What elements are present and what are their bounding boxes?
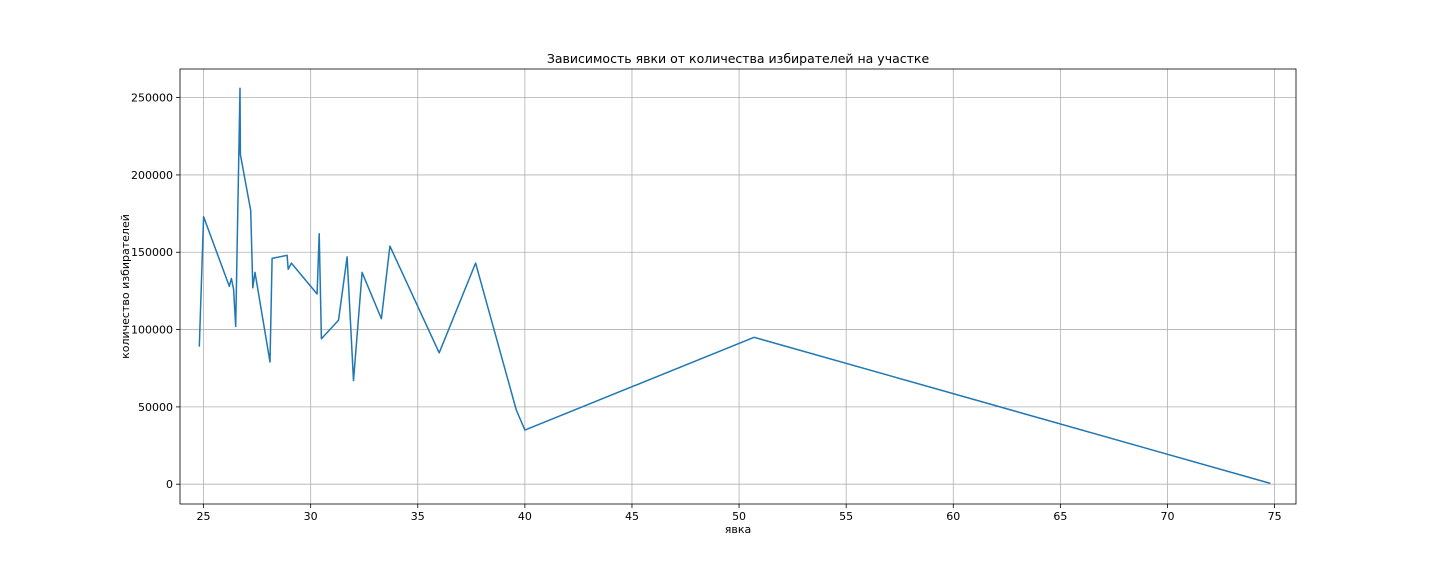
y-axis: 0 50000 100000 150000 200000 250000 <box>131 92 180 491</box>
x-tick-label: 45 <box>625 510 639 523</box>
chart-title: Зависимость явки от количества избирател… <box>547 51 930 66</box>
x-tick-label: 30 <box>304 510 318 523</box>
series-layer <box>198 87 1271 485</box>
x-tick-label: 40 <box>518 510 532 523</box>
x-tick-label: 25 <box>197 510 211 523</box>
y-tick-label: 100000 <box>131 324 173 337</box>
x-axis: 25 30 35 40 45 50 55 60 65 70 75 <box>197 504 1282 523</box>
x-tick-label: 35 <box>411 510 425 523</box>
x-tick-label: 70 <box>1160 510 1174 523</box>
y-tick-label: 0 <box>166 478 173 491</box>
series-line <box>198 87 1271 485</box>
x-axis-label: явка <box>725 523 752 536</box>
y-tick-label: 200000 <box>131 169 173 182</box>
y-tick-label: 250000 <box>131 92 173 105</box>
y-tick-label: 150000 <box>131 246 173 259</box>
y-tick-label: 50000 <box>138 401 173 414</box>
x-tick-label: 60 <box>946 510 960 523</box>
x-tick-label: 65 <box>1053 510 1067 523</box>
x-tick-label: 55 <box>839 510 853 523</box>
grid <box>180 69 1296 504</box>
x-tick-label: 50 <box>732 510 746 523</box>
x-tick-label: 75 <box>1268 510 1282 523</box>
plot-frame <box>179 68 1297 505</box>
y-axis-label: количество избирателей <box>119 214 132 359</box>
